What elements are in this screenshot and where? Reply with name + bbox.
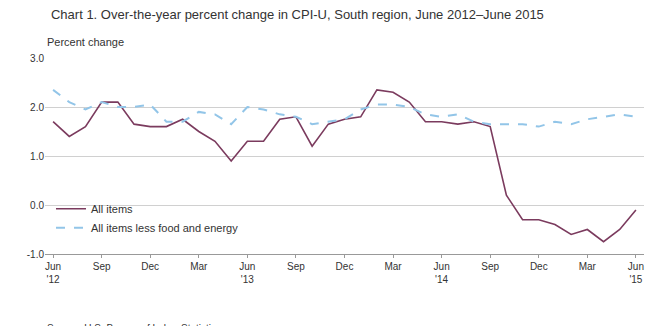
svg-text:All items: All items bbox=[91, 203, 133, 215]
svg-text:Jun'14: Jun'14 bbox=[434, 261, 450, 285]
svg-text:Dec: Dec bbox=[530, 261, 548, 272]
svg-text:Jun'15: Jun'15 bbox=[628, 261, 644, 285]
svg-text:Percent change: Percent change bbox=[47, 36, 124, 48]
svg-text:All items less food and energy: All items less food and energy bbox=[91, 222, 238, 234]
svg-text:Jun'13: Jun'13 bbox=[239, 261, 255, 285]
svg-text:1.0: 1.0 bbox=[30, 151, 44, 162]
svg-text:Dec: Dec bbox=[336, 261, 354, 272]
svg-text:Source: U.S. Bureau of Labor S: Source: U.S. Bureau of Labor Statistics. bbox=[47, 323, 224, 326]
svg-text:Jun'12: Jun'12 bbox=[45, 261, 61, 285]
svg-text:Mar: Mar bbox=[579, 261, 597, 272]
svg-text:Mar: Mar bbox=[384, 261, 402, 272]
svg-text:0.0: 0.0 bbox=[30, 200, 44, 211]
svg-text:Mar: Mar bbox=[190, 261, 208, 272]
svg-text:Sep: Sep bbox=[287, 261, 305, 272]
svg-text:-1.0: -1.0 bbox=[27, 249, 45, 260]
svg-text:Sep: Sep bbox=[93, 261, 111, 272]
svg-text:2.0: 2.0 bbox=[30, 102, 44, 113]
svg-text:Chart 1. Over-the-year percent: Chart 1. Over-the-year percent change in… bbox=[51, 7, 544, 22]
svg-text:Dec: Dec bbox=[141, 261, 159, 272]
svg-text:3.0: 3.0 bbox=[30, 53, 44, 64]
svg-text:Sep: Sep bbox=[481, 261, 499, 272]
